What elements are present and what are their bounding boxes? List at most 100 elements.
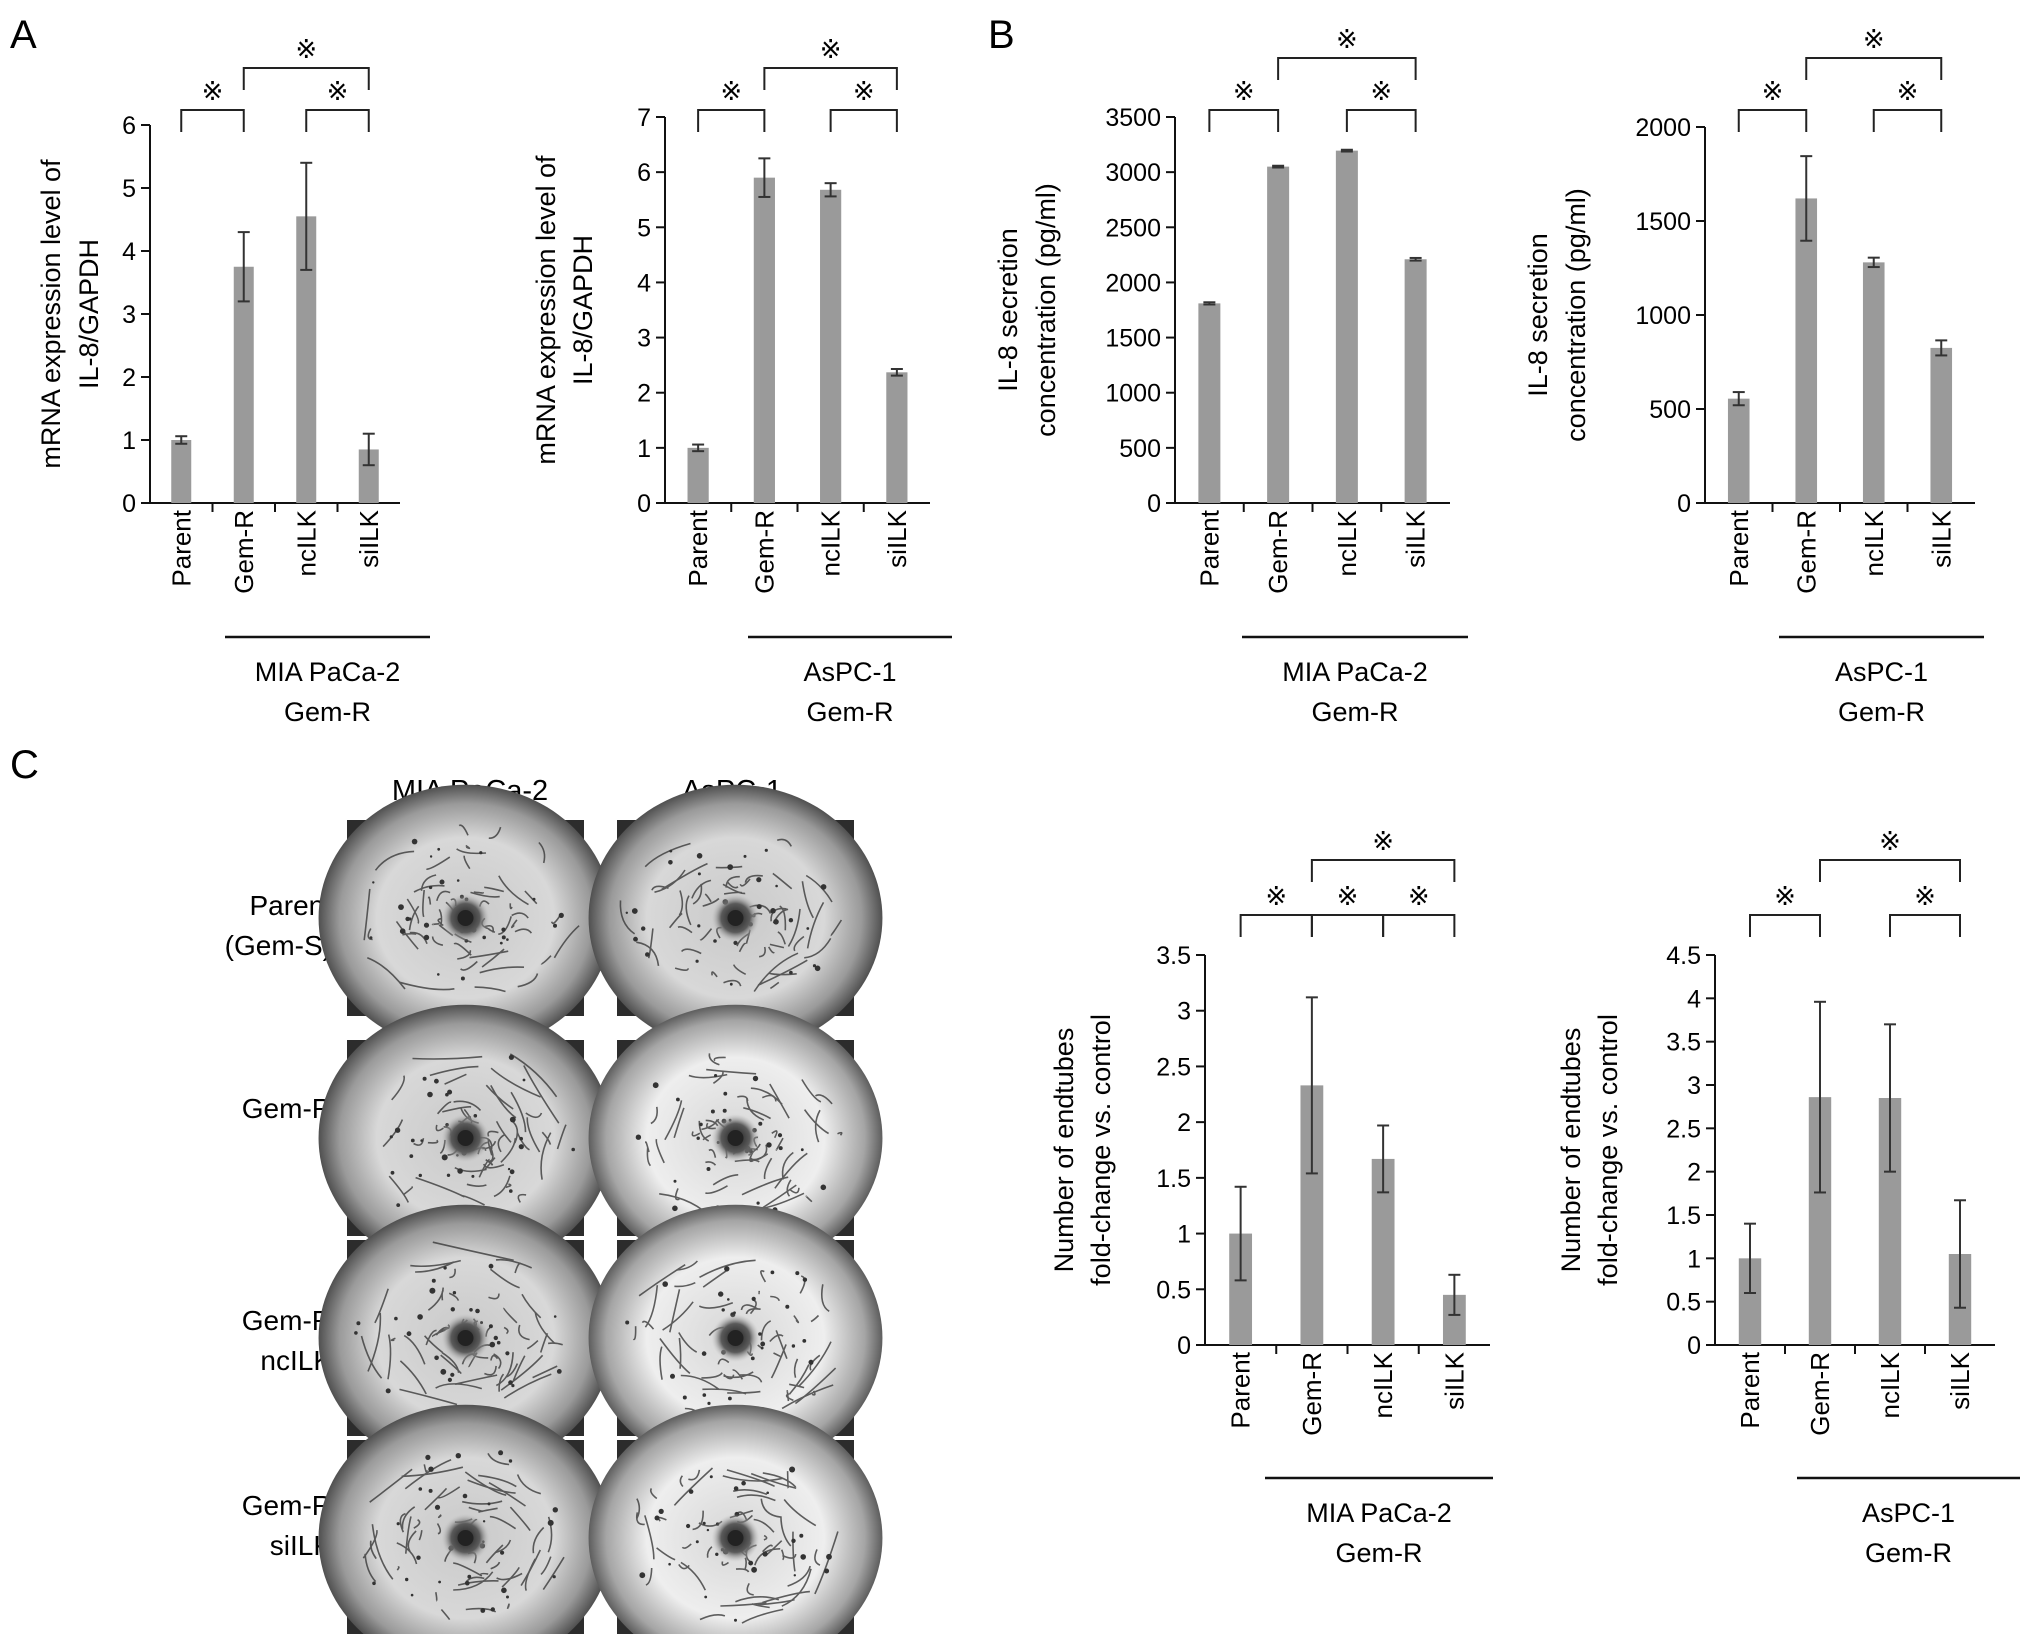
significance-bracket — [1749, 914, 1821, 937]
bar — [1371, 1158, 1395, 1345]
x-category-label: Parent — [1724, 509, 1754, 586]
error-bar — [1448, 1273, 1461, 1316]
y-axis-label: concentration (pg/ml) — [1561, 188, 1591, 442]
significance-bracket — [1345, 109, 1417, 132]
significance-bracket — [1819, 859, 1961, 882]
x-category-label: Gem-R — [1805, 1352, 1835, 1436]
panel-label-c: C — [10, 743, 39, 787]
significance-marker: ※ — [1863, 24, 1885, 54]
row-label-silk-1: Gem-R — [242, 1490, 332, 1521]
y-tick-label: 1000 — [1105, 380, 1161, 408]
significance-marker: ※ — [1370, 76, 1392, 106]
panel-label-b: B — [988, 13, 1015, 57]
x-category-label: Gem-R — [1263, 510, 1293, 594]
y-tick-label: 4 — [122, 238, 136, 266]
error-bar — [300, 161, 313, 271]
x-category-label: siILK — [1401, 509, 1431, 567]
significance-marker: ※ — [1774, 881, 1796, 911]
group-label-line2: Gem-R — [284, 697, 371, 727]
micrograph-grid — [318, 784, 883, 1634]
error-bar — [1954, 1199, 1966, 1309]
y-tick-label: 3 — [1687, 1072, 1701, 1100]
y-tick-label: 4.5 — [1666, 942, 1701, 970]
significance-bracket — [180, 109, 245, 132]
y-axis-label: mRNA expression level of — [531, 155, 561, 465]
y-tick-label: 4 — [637, 269, 651, 297]
error-bar — [1340, 148, 1353, 153]
y-tick-label: 2000 — [1635, 114, 1691, 142]
x-category-label: siILK — [882, 509, 912, 567]
x-category-label: siILK — [1926, 509, 1956, 567]
error-bar — [1814, 1000, 1826, 1194]
bar — [1442, 1294, 1466, 1345]
y-tick-label: 5 — [637, 214, 651, 242]
panel-label-a: A — [10, 13, 37, 57]
group-label-line2: Gem-R — [1336, 1538, 1423, 1568]
chart-c2 — [1706, 859, 2020, 1480]
significance-marker: ※ — [1336, 24, 1358, 54]
bar — [753, 177, 775, 503]
significance-bracket — [1277, 57, 1417, 80]
micrograph-image — [318, 1204, 613, 1472]
y-tick-label: 2 — [1177, 1109, 1191, 1137]
error-bar — [692, 443, 705, 453]
x-category-label: Parent — [166, 509, 196, 586]
error-bar — [890, 368, 903, 377]
significance-marker: ※ — [820, 34, 842, 64]
micrograph-row-labels: Parent (Gem-S) Gem-R Gem-R ncILK Gem-R s… — [225, 890, 333, 1561]
x-category-label: siILK — [1439, 1351, 1469, 1409]
bar — [1795, 198, 1818, 503]
bar — [1229, 1233, 1253, 1345]
significance-marker: ※ — [295, 34, 317, 64]
error-bar — [1935, 339, 1948, 357]
chart-a2 — [656, 67, 952, 639]
significance-bracket — [763, 67, 898, 90]
significance-marker: ※ — [327, 76, 349, 106]
row-label-parent-1: Parent — [250, 890, 333, 921]
significance-marker: ※ — [1897, 76, 1919, 106]
y-tick-label: 3 — [122, 301, 136, 329]
group-label-line1: MIA PaCa-2 — [255, 657, 401, 687]
group-label-line2: Gem-R — [1312, 697, 1399, 727]
y-tick-label: 1 — [1177, 1221, 1191, 1249]
significance-bracket — [1239, 914, 1313, 937]
error-bar — [758, 157, 771, 198]
y-tick-label: 0 — [1687, 1332, 1701, 1360]
significance-marker: ※ — [202, 76, 224, 106]
y-tick-label: 3 — [1177, 998, 1191, 1026]
significance-bracket — [1805, 57, 1943, 80]
significance-marker: ※ — [1408, 881, 1430, 911]
error-bar — [1732, 391, 1745, 407]
x-category-label: ncILK — [1859, 509, 1889, 576]
significance-marker: ※ — [1337, 881, 1359, 911]
y-axis-label: concentration (pg/ml) — [1031, 183, 1061, 437]
y-tick-label: 1 — [1687, 1245, 1701, 1273]
error-bar — [824, 182, 837, 198]
error-bar — [1377, 1124, 1390, 1194]
error-bar — [237, 231, 250, 303]
significance-marker: ※ — [1914, 881, 1936, 911]
y-axis-label: fold-change vs. control — [1593, 1014, 1623, 1286]
bar — [1198, 303, 1221, 503]
significance-bracket — [242, 67, 370, 90]
bar — [358, 449, 379, 503]
y-tick-label: 500 — [1119, 435, 1161, 463]
x-category-label: Gem-R — [1791, 510, 1821, 594]
y-axis-label: fold-change vs. control — [1086, 1014, 1116, 1286]
error-bar — [1867, 256, 1880, 269]
y-axis-label: mRNA expression level of — [36, 159, 66, 469]
y-tick-label: 1.5 — [1156, 1165, 1191, 1193]
bar — [171, 440, 192, 503]
x-category-label: siILK — [1945, 1351, 1975, 1409]
significance-marker: ※ — [1265, 881, 1287, 911]
significance-marker: ※ — [1879, 826, 1901, 856]
chart-c1 — [1196, 859, 1493, 1480]
chart-text: 0 1 2 3 4 5 6 Parent Gem-R ncILK siILK MIA PaCa-2 Ge… — [36, 24, 1975, 1568]
error-bar — [1234, 1185, 1247, 1282]
group-label-line1: AsPC-1 — [803, 657, 896, 687]
group-label-line2: Gem-R — [807, 697, 894, 727]
y-tick-label: 1500 — [1105, 325, 1161, 353]
y-tick-label: 1 — [637, 435, 651, 463]
chart-b2 — [1696, 57, 1984, 639]
